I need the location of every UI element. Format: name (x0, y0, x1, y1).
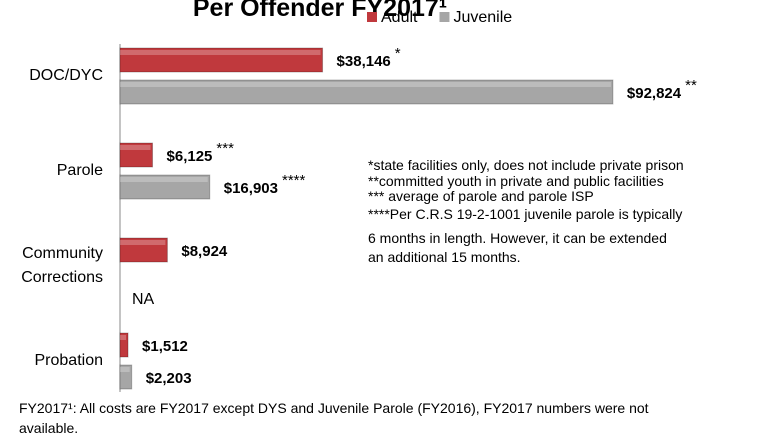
value-label: $1,512 (142, 338, 188, 355)
bar-highlight (120, 177, 208, 182)
category-label: DOC/DYC (29, 67, 103, 84)
bar (119, 237, 168, 263)
bar (119, 364, 133, 390)
legend-swatch (367, 12, 377, 22)
bar-highlight (120, 335, 127, 340)
category-label: Probation (34, 352, 104, 369)
bar-highlight (120, 240, 166, 245)
bar-highlight (120, 367, 130, 372)
chart-title: Per Offender FY2017¹ (193, 0, 447, 22)
bar (119, 332, 129, 358)
value-label: $6,125 (167, 148, 213, 165)
note: **committed youth in private and public … (368, 173, 664, 189)
bar-highlight (120, 145, 151, 150)
note: *** average of parole and parole ISP (368, 188, 594, 204)
footnote: available. (19, 420, 78, 436)
value-label: $2,203 (146, 370, 192, 387)
category-label: Parole (56, 162, 103, 179)
value-note-mark: * (395, 45, 401, 62)
bar (119, 79, 614, 105)
value-label: $8,924 (181, 243, 228, 260)
category-label: Community Corrections (21, 245, 103, 286)
bar (119, 174, 211, 200)
value-label: NA (132, 291, 155, 308)
value-label: $92,824 (627, 85, 682, 102)
footnote: FY2017¹: All costs are FY2017 except DYS… (19, 400, 649, 416)
legend-label: Adult (381, 9, 418, 26)
value-label: $16,903 (224, 180, 278, 197)
value-note-mark: *** (216, 140, 234, 157)
note: an additional 15 months. (368, 249, 521, 265)
value-note-mark: ** (685, 77, 697, 94)
value-label: $38,146 (337, 53, 391, 70)
value-note-mark: **** (282, 172, 306, 189)
note: ****Per C.R.S 19-2-1001 juvenile parole … (368, 206, 682, 222)
bar-highlight (120, 50, 321, 55)
note: *state facilities only, does not include… (368, 157, 684, 173)
bar (119, 47, 324, 73)
bar-highlight (120, 82, 611, 87)
note: 6 months in length. However, it can be e… (368, 230, 667, 246)
legend-label: Juvenile (453, 9, 512, 26)
legend-swatch (439, 12, 450, 22)
bar (119, 142, 154, 168)
